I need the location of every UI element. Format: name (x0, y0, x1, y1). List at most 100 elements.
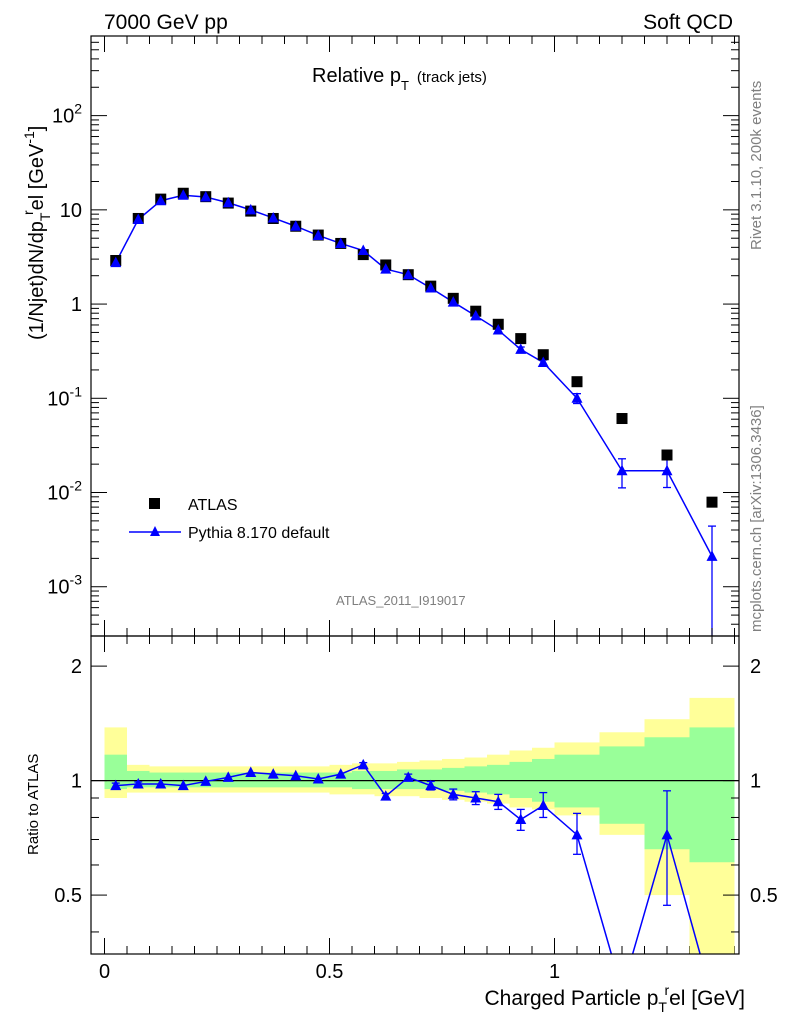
mc-point (290, 220, 302, 231)
mc-point (132, 213, 144, 224)
ratio-point (267, 768, 279, 779)
ratio-ticks (91, 665, 739, 933)
atlas-point (571, 376, 583, 388)
rivet-label: Rivet 3.1.10, 200k events (748, 81, 765, 250)
main-plot-area (110, 187, 718, 636)
x-tick-label: 1 (549, 961, 560, 983)
uncertainty-band-stat (239, 772, 262, 788)
mc-point (492, 324, 504, 335)
mc-point (110, 256, 122, 268)
analysis-id: ATLAS_2011_I919017 (336, 593, 466, 608)
ratio-point (402, 771, 414, 782)
mc-point (661, 464, 673, 476)
ratio-point (571, 828, 583, 840)
ratio-point (222, 771, 234, 782)
mc-point (380, 263, 392, 274)
legend-mc-label: Pythia 8.170 default (188, 525, 330, 542)
ratio-point (177, 779, 189, 791)
ratio-point (537, 799, 549, 811)
ratio-point (245, 766, 257, 778)
ratio-point (200, 775, 212, 786)
ratio-y-tick-label-right: 2 (750, 656, 761, 678)
x-tick-label: 0 (99, 961, 110, 983)
ratio-plot-area (91, 697, 739, 955)
ratio-y-tick-label-left: 0.5 (54, 885, 82, 907)
ratio-frame (90, 635, 740, 955)
header-right: Soft QCD (643, 11, 733, 34)
mc-point (706, 550, 718, 561)
x-tick-label: 0.5 (316, 961, 344, 983)
uncertainty-band-stat (329, 772, 352, 788)
ratio-point (661, 828, 673, 840)
mc-point (616, 464, 628, 476)
mc-point (447, 296, 459, 307)
uncertainty-band-stat (442, 767, 465, 791)
ratio-tick-labels: 0.5 0.5 1 1 2 2 0 0.5 1 (54, 656, 778, 983)
ratio-point (312, 772, 324, 784)
atlas-point (537, 349, 549, 361)
ratio-panel: 0.5 0.5 1 1 2 2 0 0.5 1 Ratio to ATLAS Charged P… (25, 635, 778, 1015)
ratio-y-axis-label: Ratio to ATLAS (25, 754, 42, 855)
mc-point (267, 211, 279, 223)
uncertainty-band-stat (689, 727, 735, 863)
ratio-point (357, 758, 369, 770)
ratio-point (470, 792, 482, 803)
ratio-y-tick-label-left: 2 (71, 656, 82, 678)
ratio-line (115, 763, 613, 955)
uncertainty-band-stat (509, 761, 532, 799)
ratio-point (425, 779, 437, 791)
uncertainty-band-stat (599, 746, 645, 824)
atlas-point (515, 333, 527, 345)
mc-point (357, 244, 369, 256)
header-left: 7000 GeV pp (104, 11, 228, 34)
main-y-tick-label: 102 (52, 101, 82, 128)
legend-atlas-marker (149, 498, 160, 509)
main-y-tick-label: 10 (60, 200, 82, 222)
uncertainty-band-stat (487, 764, 510, 795)
mc-point (155, 194, 167, 206)
ratio-point (447, 788, 459, 799)
ratio-y-tick-label-left: 1 (71, 771, 82, 793)
legend: ATLAS Pythia 8.170 default (129, 497, 330, 542)
ratio-point (335, 768, 347, 779)
ratio-point (380, 790, 392, 801)
atlas-point (661, 449, 673, 461)
ratio-point (110, 779, 122, 791)
main-frame (90, 35, 740, 637)
ratio-point (492, 795, 504, 807)
ratio-point (515, 813, 527, 825)
mc-point (515, 343, 527, 354)
mc-point (402, 268, 414, 280)
atlas-point (616, 413, 628, 425)
main-y-tick-label: 10-3 (47, 572, 82, 599)
main-y-tick-label: 1 (71, 294, 82, 316)
mcplots-label: mcplots.cern.ch [arXiv:1306.3436] (748, 405, 765, 632)
ratio-point (155, 777, 167, 789)
ratio-point (290, 769, 302, 781)
mc-point (222, 196, 234, 208)
legend-mc-marker (150, 526, 160, 536)
uncertainty-band-stat (464, 766, 487, 793)
mc-point (335, 237, 347, 248)
ratio-y-tick-label-right: 1 (750, 771, 761, 793)
chart-title: Relative pT (track jets) (312, 65, 487, 93)
ratio-y-tick-label-right: 0.5 (750, 885, 778, 907)
main-y-axis-label: (1/Njet)dN/dpTrel [GeV-1] (20, 126, 53, 340)
mc-point (425, 282, 437, 293)
main-y-tick-label: 10-2 (47, 478, 82, 505)
main-y-tick-label: 10-1 (47, 383, 82, 410)
x-axis-label: Charged Particle pTrel [GeV] (484, 982, 745, 1015)
mc-point (312, 229, 324, 240)
ratio-point (132, 777, 144, 789)
main-y-tick-labels: 10-3 10-2 10-1 1 10 102 (47, 101, 82, 599)
legend-atlas-label: ATLAS (188, 497, 238, 514)
mc-point (177, 189, 189, 200)
mc-point (571, 392, 583, 403)
mc-point (537, 356, 549, 367)
mc-point (200, 190, 212, 202)
mc-point (245, 203, 257, 215)
mc-point (470, 309, 482, 321)
uncertainty-band-stat (262, 772, 285, 788)
atlas-point (706, 496, 718, 508)
